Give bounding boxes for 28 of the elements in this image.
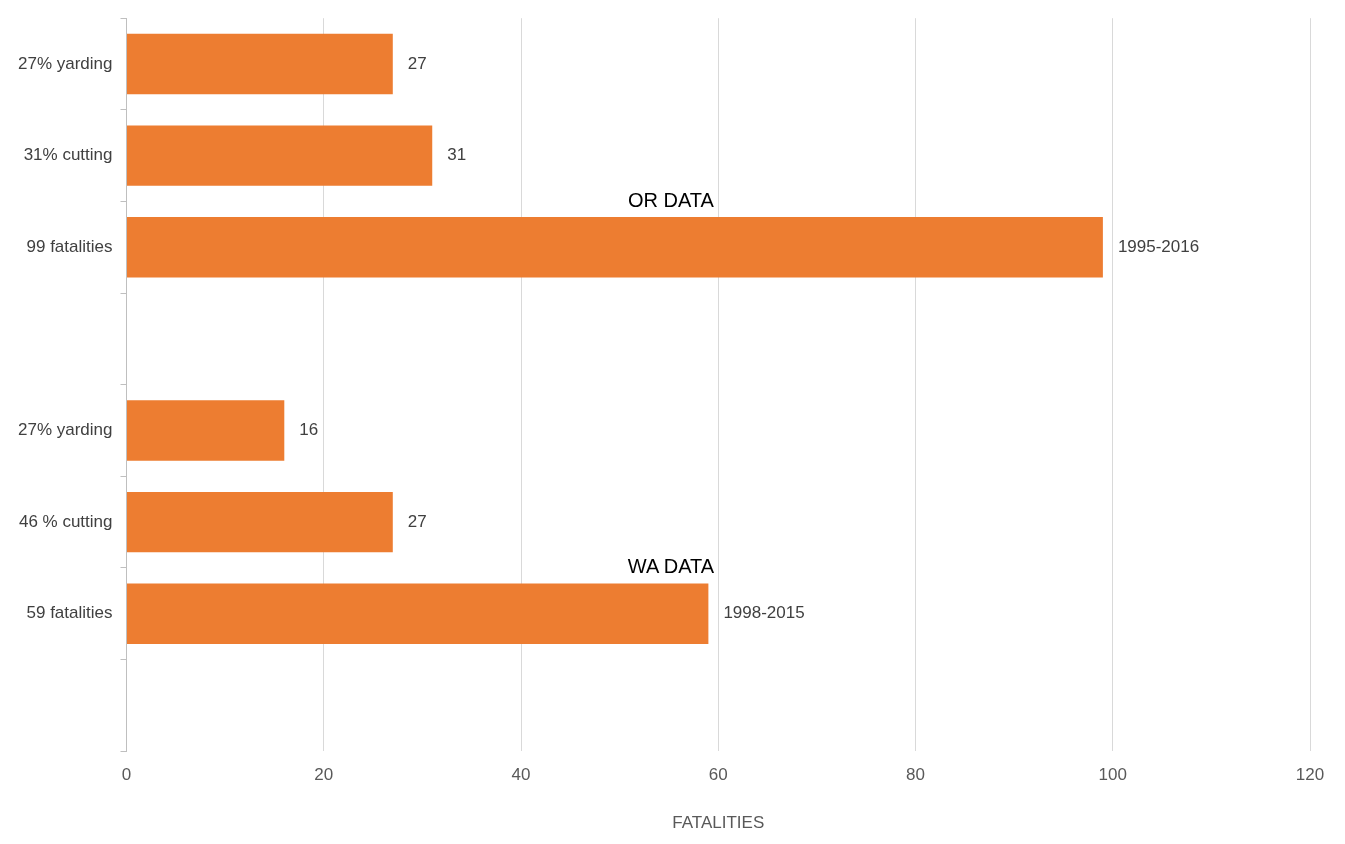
x-tick-label: 80 [906,765,925,785]
data-label: 1995-2016 [1117,236,1200,256]
data-label: 1998-2015 [723,603,805,623]
y-tick-label: 59 fatalities [26,603,113,623]
bar [127,400,285,461]
y-tick-label: 46 % cutting [18,511,113,531]
y-tick-label: 27% yarding [17,420,113,440]
bar [127,33,393,95]
bar [127,125,433,186]
bar [127,217,1103,278]
annotation: WA DATA [627,555,715,578]
x-axis-title: FATALITIES [672,813,765,833]
x-tick-label: 60 [708,765,728,785]
x-tick-label: 40 [511,765,531,785]
y-tick-label: 27% yarding [17,53,113,73]
y-tick-label: 99 fatalities [26,236,113,256]
data-label: 16 [299,420,319,440]
x-tick-label: 20 [314,765,334,785]
annotation: OR DATA [627,188,715,211]
x-tick-label: 0 [121,765,132,785]
x-tick-label: 100 [1098,765,1127,785]
data-label: 27 [407,53,427,73]
bar [127,491,393,553]
data-label: 27 [407,511,427,531]
bar [127,583,709,644]
data-label: 31 [447,145,467,165]
y-tick-label: 31% cutting [23,145,113,165]
x-tick-label: 120 [1295,765,1325,785]
